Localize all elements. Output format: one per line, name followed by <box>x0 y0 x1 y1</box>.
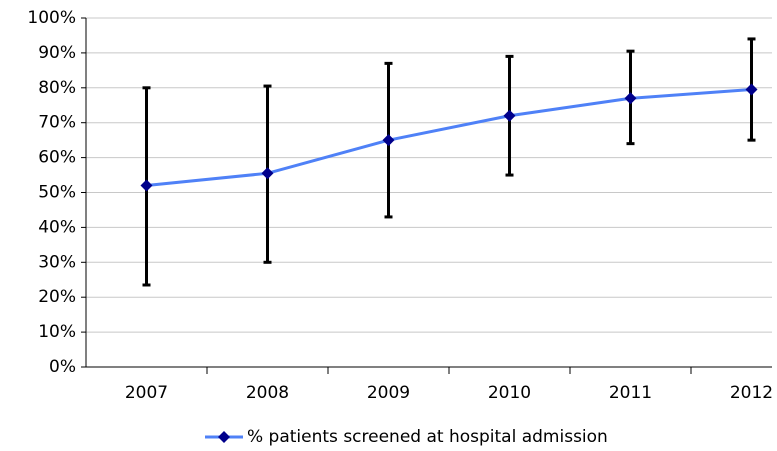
y-tick-label: 30% <box>38 252 76 272</box>
x-tick-label: 2012 <box>730 383 773 403</box>
x-tick-label: 2010 <box>488 383 531 403</box>
marker <box>624 92 637 105</box>
line <box>146 88 752 188</box>
x-tick-label: 2008 <box>246 383 289 403</box>
y-tick-label: 20% <box>38 287 76 307</box>
y-tick-label: 60% <box>38 148 76 168</box>
x-tick-label: 2009 <box>367 383 410 403</box>
marker <box>261 167 274 180</box>
legend-marker <box>218 431 230 443</box>
marker <box>382 134 395 147</box>
y-tick-label: 50% <box>38 183 76 203</box>
marker <box>140 179 153 192</box>
y-tick-label: 90% <box>38 43 76 63</box>
y-tick-label: 40% <box>38 217 76 237</box>
y-tick-label: 70% <box>38 113 76 133</box>
marker <box>745 83 758 96</box>
x-tick-label: 2011 <box>609 383 652 403</box>
x-tick-label: 2007 <box>125 383 168 403</box>
y-tick-label: 10% <box>38 322 76 342</box>
y-tick-label: 0% <box>49 357 76 377</box>
legend-label: % patients screened at hospital admissio… <box>247 427 608 447</box>
marker <box>503 109 516 122</box>
y-tick-label: 100% <box>27 8 76 28</box>
y-tick-label: 80% <box>38 78 76 98</box>
